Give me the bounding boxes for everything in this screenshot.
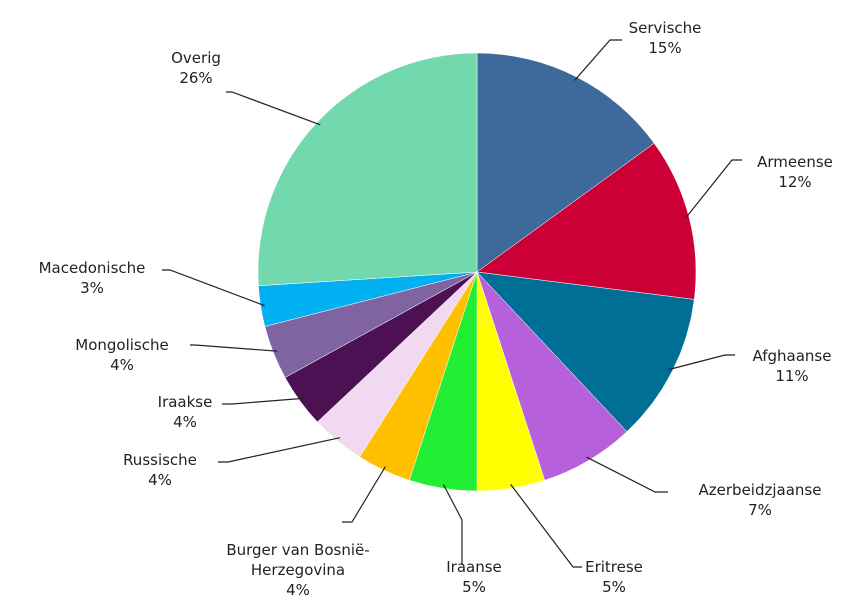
slice-label: Macedonische 3% [17, 258, 167, 298]
category-name: Overig [171, 49, 221, 67]
slice-label: Russische 4% [85, 450, 235, 490]
category-name: Iraanse [446, 558, 502, 576]
slice-label: Azerbeidzjaanse 7% [685, 480, 835, 520]
leader-line [162, 269, 265, 307]
slice-label: Servische 15% [590, 18, 740, 58]
slice-label: Iraakse 4% [110, 392, 260, 432]
leader-line [668, 354, 735, 371]
pie-slice [257, 52, 478, 287]
percent-label: 4% [148, 471, 172, 489]
category-name: Burger van Bosnië-Herzegovina [226, 541, 370, 579]
percent-label: 11% [775, 367, 809, 385]
pie-slice [476, 271, 695, 432]
pie-slice [476, 52, 655, 273]
percent-label: 4% [110, 356, 134, 374]
percent-label: 3% [80, 279, 104, 297]
leader-line [342, 466, 386, 523]
percent-label: 5% [462, 578, 486, 596]
leader-line [218, 437, 341, 463]
pie-slice [476, 142, 697, 300]
slice-label: Burger van Bosnië-Herzegovina 4% [223, 540, 373, 600]
percent-label: 12% [778, 173, 812, 191]
leader-line [442, 484, 463, 565]
category-name: Russische [123, 451, 197, 469]
percent-label: 5% [602, 578, 626, 596]
leader-line [510, 483, 582, 568]
category-name: Macedonische [38, 259, 146, 277]
percent-label: 15% [648, 39, 682, 57]
slice-label: Overig 26% [121, 48, 271, 88]
category-name: Iraakse [157, 393, 213, 411]
slice-label: Mongolische 4% [47, 335, 197, 375]
leader-line [684, 159, 742, 219]
leader-line [222, 397, 304, 405]
percent-label: 26% [179, 69, 213, 87]
category-name: Eritrese [585, 558, 643, 576]
leader-line [226, 91, 321, 126]
leader-line [586, 456, 668, 493]
category-name: Azerbeidzjaanse [698, 481, 822, 499]
leader-line [190, 344, 278, 352]
slice-label: Afghaanse 11% [717, 346, 856, 386]
category-name: Armeense [757, 153, 833, 171]
slice-label: Eritrese 5% [539, 557, 689, 597]
category-name: Servische [628, 19, 702, 37]
percent-label: 7% [748, 501, 772, 519]
category-name: Afghaanse [752, 347, 832, 365]
slice-label: Armeense 12% [720, 152, 856, 192]
category-name: Mongolische [75, 336, 169, 354]
leader-line [574, 39, 622, 81]
slice-label: Iraanse 5% [399, 557, 549, 597]
percent-label: 4% [286, 581, 310, 599]
percent-label: 4% [173, 413, 197, 431]
